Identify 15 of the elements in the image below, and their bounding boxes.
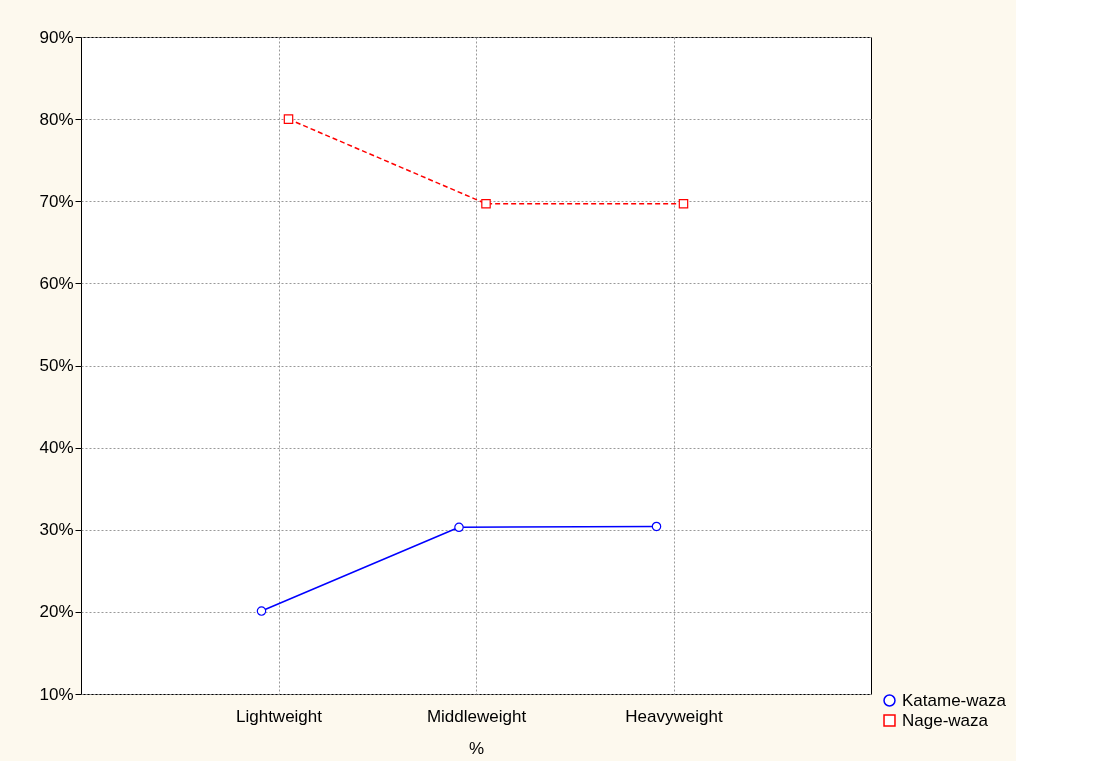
y-tick-label: 70% [39,191,74,211]
x-axis-title: % [468,738,485,758]
y-tick-label: 60% [39,273,74,293]
y-tick-label: 90% [39,27,74,47]
y-tick-label: 30% [39,520,74,540]
y-tick-label: 40% [39,438,74,458]
y-tick-label: 10% [39,684,74,704]
y-tick-label: 50% [39,356,74,375]
x-tick-label: Middleweight [426,706,527,726]
y-tick-label: 20% [39,602,74,622]
x-tick-label: Lightweight [235,706,323,726]
legend-label: Katame-waza [902,690,1007,710]
x-tick-label: Heavyweight [625,706,723,726]
y-tick-label: 80% [39,109,74,129]
legend-label: Nage-waza [902,710,989,730]
